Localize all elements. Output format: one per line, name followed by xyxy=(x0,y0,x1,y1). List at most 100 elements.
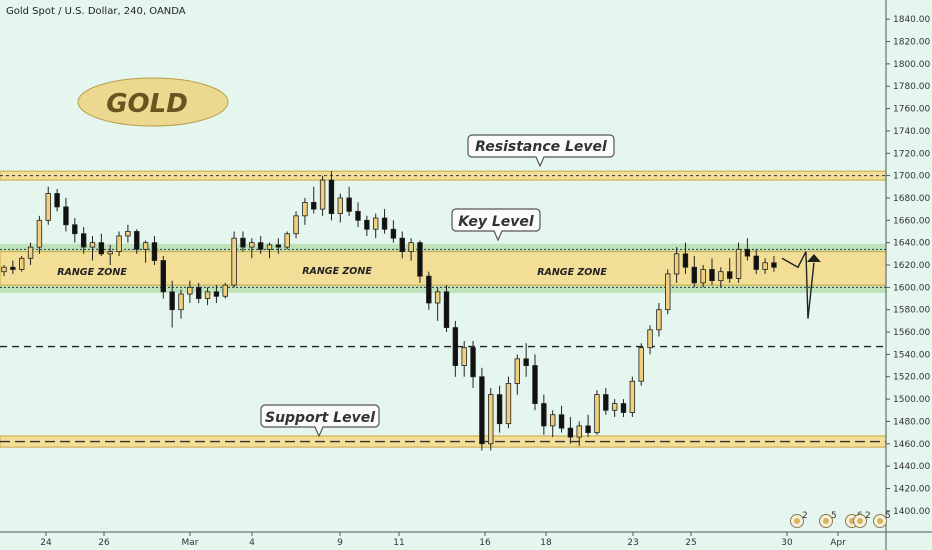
candle xyxy=(656,302,662,337)
x-tick-label: 30 xyxy=(781,538,793,548)
candle xyxy=(160,256,166,299)
candle-body xyxy=(195,286,202,299)
candle-body xyxy=(275,244,282,248)
candle xyxy=(762,258,768,274)
candle xyxy=(753,249,759,274)
candle xyxy=(682,242,689,274)
candle xyxy=(576,421,582,447)
event-badge: 2 xyxy=(853,511,871,528)
y-tick-label: 1800.00 xyxy=(893,60,930,70)
candle xyxy=(134,229,140,254)
event-badge-count: 2 xyxy=(802,511,808,521)
candle xyxy=(434,287,441,321)
candle-body xyxy=(620,403,627,413)
symbol-header: Gold Spot / U.S. Dollar, 240, OANDA xyxy=(6,6,186,17)
y-tick-label: 1540.00 xyxy=(893,350,930,360)
event-badge-count: 2 xyxy=(865,511,871,521)
candle xyxy=(195,282,202,303)
candle xyxy=(240,231,246,252)
x-tick-label: 26 xyxy=(98,538,110,548)
candle-body xyxy=(753,255,759,270)
range-zone-band xyxy=(0,251,887,286)
candle xyxy=(461,340,467,377)
candle xyxy=(10,260,16,274)
candle xyxy=(496,385,503,433)
candle xyxy=(1,265,7,277)
event-badges[interactable]: 25625 xyxy=(790,511,891,528)
candle xyxy=(514,354,520,395)
candle xyxy=(355,202,361,228)
candle-body xyxy=(204,291,211,299)
candle-body xyxy=(80,233,87,248)
candle xyxy=(426,271,432,310)
candle-body xyxy=(550,414,556,427)
candle-body xyxy=(18,257,25,270)
candle-body xyxy=(54,193,60,208)
candle xyxy=(470,340,476,388)
candle xyxy=(213,285,220,303)
candle xyxy=(709,258,715,286)
candle xyxy=(266,242,273,259)
y-tick-label: 1560.00 xyxy=(893,328,930,338)
candle-body xyxy=(488,394,494,445)
candle xyxy=(488,387,494,451)
candle-body xyxy=(541,403,547,427)
candle-body xyxy=(222,284,228,297)
candle-body xyxy=(532,365,538,404)
gold-logo: GOLD xyxy=(77,77,229,127)
candle xyxy=(125,224,131,243)
candle xyxy=(744,238,751,261)
candle-body xyxy=(771,262,777,268)
candle xyxy=(700,265,706,288)
y-tick-label: 1500.00 xyxy=(893,395,930,405)
candle-body xyxy=(134,231,140,250)
candle xyxy=(620,399,627,417)
candle xyxy=(443,285,450,333)
event-badge-count: 5 xyxy=(885,511,891,521)
candle xyxy=(116,231,122,257)
candle-body xyxy=(390,228,397,239)
candle xyxy=(550,410,556,438)
candle xyxy=(80,227,87,254)
candle xyxy=(585,414,591,438)
candle xyxy=(249,238,255,259)
candle xyxy=(98,233,105,257)
x-tick-label: 9 xyxy=(337,538,343,548)
candle-body xyxy=(727,271,733,279)
candle xyxy=(452,320,459,377)
candle xyxy=(727,258,733,283)
candle-body xyxy=(125,231,131,237)
key-level-callout: Key Level xyxy=(451,208,541,242)
candle-body xyxy=(408,242,414,252)
candle-body xyxy=(187,286,193,295)
candle xyxy=(293,211,299,239)
y-tick-label: 1620.00 xyxy=(893,261,930,271)
candle-body xyxy=(691,266,697,284)
candle-body xyxy=(355,210,361,221)
candle-body xyxy=(116,235,122,252)
candle-body xyxy=(718,271,724,282)
candle xyxy=(417,240,423,283)
candle-body xyxy=(381,217,388,230)
candle-body xyxy=(364,219,370,230)
candle-body xyxy=(45,193,51,221)
candle-body xyxy=(311,202,317,210)
projection-path xyxy=(781,251,815,319)
candle-body xyxy=(434,291,441,304)
key-band-top xyxy=(0,243,886,253)
candle xyxy=(611,399,618,417)
candle xyxy=(594,390,600,435)
candle-body xyxy=(567,427,574,438)
candle-body xyxy=(496,394,503,425)
candle xyxy=(372,213,379,239)
candle-body xyxy=(63,206,69,226)
y-tick-label: 1440.00 xyxy=(893,462,930,472)
candle-body xyxy=(89,242,96,248)
candle-body xyxy=(647,329,653,349)
candle xyxy=(36,215,43,254)
y-tick-label: 1420.00 xyxy=(893,484,930,494)
event-badge-core xyxy=(794,518,800,524)
candle-body xyxy=(682,253,689,268)
x-tick-label: 16 xyxy=(479,538,491,548)
